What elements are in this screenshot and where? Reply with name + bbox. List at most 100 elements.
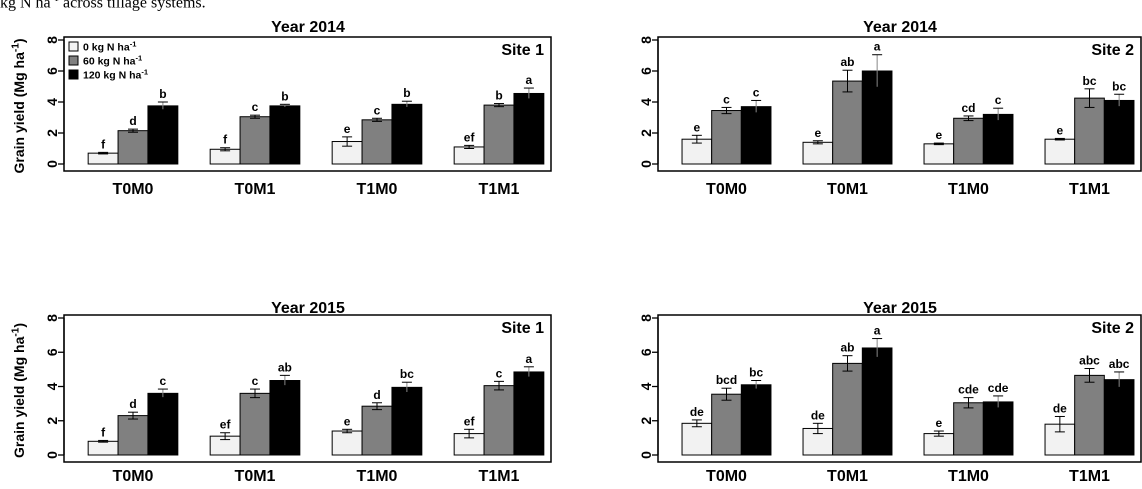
bar bbox=[1103, 99, 1135, 165]
legend-swatch bbox=[68, 55, 79, 66]
bar bbox=[87, 152, 119, 165]
bar bbox=[361, 405, 393, 456]
y-tick-label: 2 bbox=[44, 129, 60, 137]
bar bbox=[1044, 138, 1076, 165]
y-tick-label: 2 bbox=[44, 417, 60, 425]
chart-panel-1: Year 2014 Site 1 0 2 4 6 8 Grain yield (Mg ha-1… bbox=[10, 19, 552, 198]
figure-caption-fragment: kg N ha-1 across tillage systems. bbox=[0, 0, 206, 12]
significance-label: c bbox=[160, 374, 167, 388]
significance-label: bc bbox=[400, 367, 414, 381]
significance-label: b bbox=[495, 89, 502, 103]
y-tick-label: 4 bbox=[44, 382, 60, 390]
significance-label: e bbox=[815, 126, 822, 140]
significance-label: cd bbox=[961, 101, 975, 115]
significance-label: bcd bbox=[716, 373, 737, 387]
panel-title: Year 2014 bbox=[863, 19, 937, 36]
significance-label: e bbox=[936, 416, 943, 430]
x-category-label: T1M1 bbox=[1069, 181, 1110, 198]
bar bbox=[1074, 374, 1105, 456]
significance-label: d bbox=[129, 114, 136, 128]
y-tick-label: 6 bbox=[638, 67, 654, 75]
y-tick-label: 0 bbox=[638, 451, 654, 459]
significance-label: f bbox=[101, 425, 106, 439]
bar bbox=[209, 148, 241, 165]
y-axis-title: Grain yield (Mg ha-1) bbox=[10, 39, 27, 174]
panel-title: Year 2015 bbox=[271, 300, 345, 317]
y-tick-label: 8 bbox=[44, 314, 60, 322]
bar bbox=[117, 130, 149, 165]
significance-label: ab bbox=[840, 341, 854, 355]
x-category-label: T0M1 bbox=[235, 468, 276, 485]
significance-label: a bbox=[526, 73, 533, 87]
caption-rest: across tillage systems. bbox=[59, 0, 206, 12]
x-category-label: T0M0 bbox=[113, 468, 154, 485]
bar bbox=[711, 393, 742, 456]
bar bbox=[239, 116, 271, 165]
bar bbox=[923, 143, 955, 165]
bar bbox=[832, 80, 863, 165]
bar bbox=[923, 433, 955, 456]
x-category-label: T0M1 bbox=[827, 181, 868, 198]
x-category-label: T1M1 bbox=[479, 181, 520, 198]
y-tick-label: 0 bbox=[44, 451, 60, 459]
bar bbox=[87, 440, 119, 456]
bar bbox=[147, 392, 179, 456]
significance-label: c bbox=[496, 366, 503, 380]
significance-label: ab bbox=[278, 360, 292, 374]
significance-label: bc bbox=[1112, 79, 1126, 93]
y-tick-label: 4 bbox=[638, 98, 654, 106]
bar bbox=[681, 422, 713, 456]
x-category-label: T1M0 bbox=[948, 468, 989, 485]
significance-label: cde bbox=[958, 383, 979, 397]
bar bbox=[513, 92, 545, 165]
site-label: Site 2 bbox=[1091, 320, 1134, 337]
significance-label: c bbox=[252, 374, 259, 388]
significance-label: a bbox=[874, 40, 881, 54]
bar bbox=[1074, 97, 1105, 165]
y-tick-label: 8 bbox=[44, 36, 60, 44]
bar bbox=[269, 105, 301, 165]
significance-label: c bbox=[723, 92, 730, 106]
panel-title: Year 2014 bbox=[271, 19, 345, 36]
bar bbox=[269, 380, 301, 456]
bar bbox=[982, 401, 1014, 456]
y-tick-label: 0 bbox=[638, 160, 654, 168]
y-tick-label: 4 bbox=[44, 98, 60, 106]
y-tick-label: 2 bbox=[638, 417, 654, 425]
significance-label: d bbox=[373, 388, 380, 402]
bar bbox=[953, 402, 984, 456]
y-tick-label: 6 bbox=[44, 67, 60, 75]
caption-text: kg N ha bbox=[0, 0, 51, 12]
significance-label: e bbox=[1057, 123, 1064, 137]
bar bbox=[361, 119, 393, 165]
significance-label: c bbox=[995, 93, 1002, 107]
significance-label: ef bbox=[464, 130, 476, 144]
significance-label: b bbox=[159, 87, 166, 101]
significance-label: abc bbox=[1109, 357, 1130, 371]
significance-label: ef bbox=[220, 418, 232, 432]
y-tick-label: 6 bbox=[44, 348, 60, 356]
bar bbox=[740, 106, 772, 165]
bar bbox=[483, 104, 515, 165]
y-tick-label: 8 bbox=[638, 36, 654, 44]
significance-label: de bbox=[1053, 401, 1067, 415]
significance-label: de bbox=[811, 408, 825, 422]
significance-label: ef bbox=[464, 414, 476, 428]
significance-label: e bbox=[694, 120, 701, 134]
bar bbox=[391, 103, 423, 165]
bar bbox=[1103, 379, 1135, 456]
bar bbox=[147, 105, 179, 165]
significance-label: cde bbox=[988, 381, 1009, 395]
bar bbox=[117, 415, 149, 456]
site-label: Site 2 bbox=[1091, 42, 1134, 59]
bar bbox=[453, 146, 485, 165]
legend-swatch bbox=[68, 41, 79, 52]
significance-label: bc bbox=[749, 366, 763, 380]
significance-label: e bbox=[344, 414, 351, 428]
significance-label: b bbox=[403, 86, 410, 100]
legend-swatch bbox=[68, 69, 79, 80]
significance-label: e bbox=[344, 122, 351, 136]
x-category-label: T1M0 bbox=[357, 468, 398, 485]
